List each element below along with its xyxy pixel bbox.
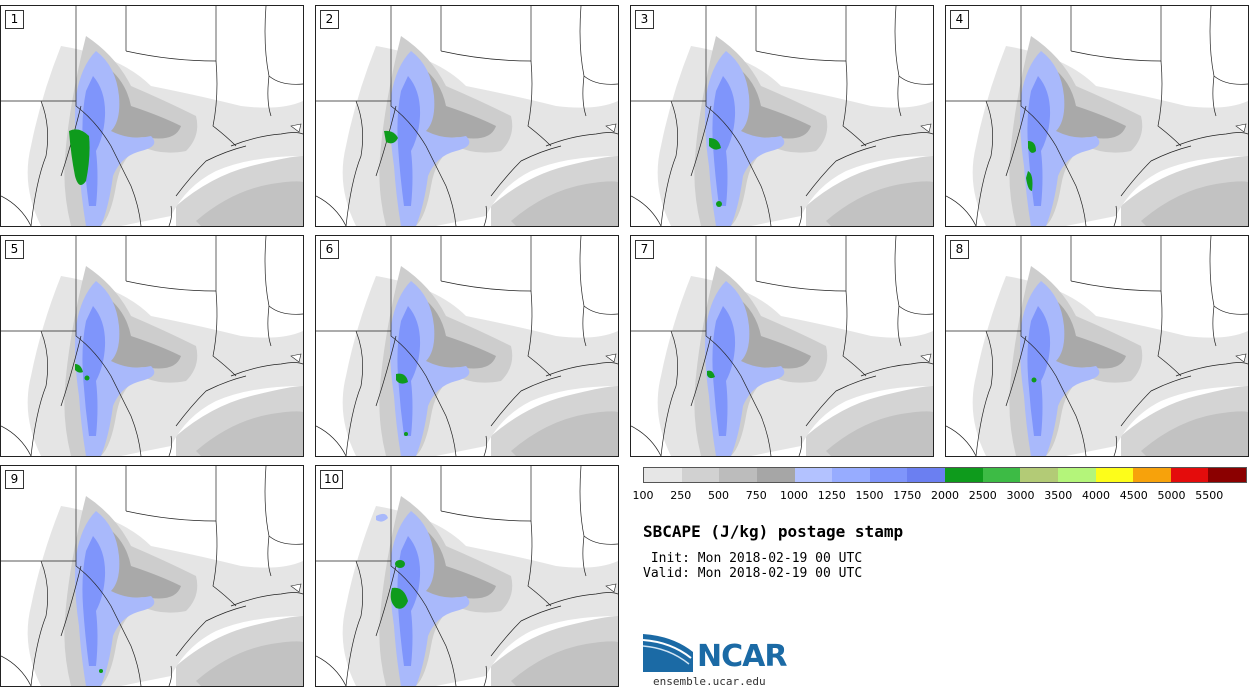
ensemble-member-panel: 10 bbox=[315, 465, 619, 687]
member-number-label: 6 bbox=[320, 240, 339, 259]
ensemble-member-panel: 5 bbox=[0, 235, 304, 457]
sbcape-map bbox=[946, 236, 1248, 456]
colorbar-tick-label: 4500 bbox=[1119, 489, 1148, 502]
colorbar-tick-label: 2500 bbox=[968, 489, 997, 502]
colorbar-segment bbox=[756, 468, 795, 482]
sbcape-map bbox=[316, 6, 618, 226]
member-number-label: 9 bbox=[5, 470, 24, 489]
ensemble-member-panel: 6 bbox=[315, 235, 619, 457]
sbcape-map bbox=[1, 466, 303, 686]
colorbar-segment bbox=[1095, 468, 1134, 482]
colorbar-segment bbox=[907, 468, 945, 482]
colorbar-tick-label: 5500 bbox=[1195, 489, 1224, 502]
colorbar-tick-label: 500 bbox=[708, 489, 729, 502]
member-number-label: 7 bbox=[635, 240, 654, 259]
sbcape-map bbox=[316, 466, 618, 686]
colorbar-tick-label: 2000 bbox=[931, 489, 959, 502]
ncar-logo-icon bbox=[643, 634, 693, 672]
member-number-label: 3 bbox=[635, 10, 654, 29]
colorbar-tick-label: 1750 bbox=[893, 489, 922, 502]
colorbar-segment bbox=[869, 468, 908, 482]
colorbar-tick-label: 3000 bbox=[1006, 489, 1035, 502]
ensemble-member-panel: 3 bbox=[630, 5, 934, 227]
colorbar-segment bbox=[1133, 468, 1171, 482]
member-number-label: 1 bbox=[5, 10, 24, 29]
colorbar-tick-label: 250 bbox=[670, 489, 692, 502]
init-time: Init: Mon 2018-02-19 00 UTC bbox=[643, 551, 863, 566]
ensemble-member-panel: 8 bbox=[945, 235, 1249, 457]
member-number-label: 4 bbox=[950, 10, 969, 29]
colorbar-tick-labels: 100 250 500 750 1000 1250 1500 1750 2000 2500 3000… bbox=[633, 489, 1247, 503]
member-number-label: 5 bbox=[5, 240, 24, 259]
member-number-label: 8 bbox=[950, 240, 969, 259]
ncar-logo-text: NCAR bbox=[697, 639, 787, 674]
valid-time: Valid: Mon 2018-02-19 00 UTC bbox=[643, 566, 863, 581]
colorbar-tick-label: 1500 bbox=[855, 489, 884, 502]
colorbar-segment bbox=[982, 468, 1021, 482]
ensemble-member-panel: 9 bbox=[0, 465, 304, 687]
member-number-label: 10 bbox=[320, 470, 344, 489]
colorbar-segment bbox=[644, 468, 682, 482]
colorbar-segment bbox=[1208, 468, 1246, 482]
colorbar-segment bbox=[681, 468, 720, 482]
colorbar-tick-label: 3500 bbox=[1044, 489, 1073, 502]
member-number-label: 2 bbox=[320, 10, 339, 29]
site-url: ensemble.ucar.edu bbox=[653, 675, 766, 688]
colorbar-segment bbox=[945, 468, 983, 482]
colorbar-tick-label: 1000 bbox=[780, 489, 808, 502]
colorbar-tick-label: 100 bbox=[632, 489, 654, 502]
ensemble-member-panel: 1 bbox=[0, 5, 304, 227]
colorbar-segment bbox=[794, 468, 833, 482]
sbcape-map bbox=[631, 236, 933, 456]
colorbar-segment bbox=[719, 468, 757, 482]
sbcape-map bbox=[1, 6, 303, 226]
sbcape-map bbox=[631, 6, 933, 226]
sbcape-map bbox=[946, 6, 1248, 226]
sbcape-map bbox=[1, 236, 303, 456]
colorbar-segment bbox=[1170, 468, 1209, 482]
ensemble-member-panel: 4 bbox=[945, 5, 1249, 227]
colorbar-segment bbox=[1057, 468, 1096, 482]
colorbar-segment bbox=[1020, 468, 1058, 482]
colorbar-segment bbox=[832, 468, 870, 482]
colorbar-tick-label: 1250 bbox=[817, 489, 846, 502]
colorbar-tick-label: 750 bbox=[745, 489, 767, 502]
ensemble-member-panel: 2 bbox=[315, 5, 619, 227]
colorbar-tick-label: 4000 bbox=[1082, 489, 1110, 502]
ensemble-member-panel: 7 bbox=[630, 235, 934, 457]
plot-title: SBCAPE (J/kg) postage stamp bbox=[643, 522, 904, 541]
cape-colorbar bbox=[643, 467, 1247, 483]
sbcape-map bbox=[316, 236, 618, 456]
colorbar-tick-label: 5000 bbox=[1157, 489, 1186, 502]
